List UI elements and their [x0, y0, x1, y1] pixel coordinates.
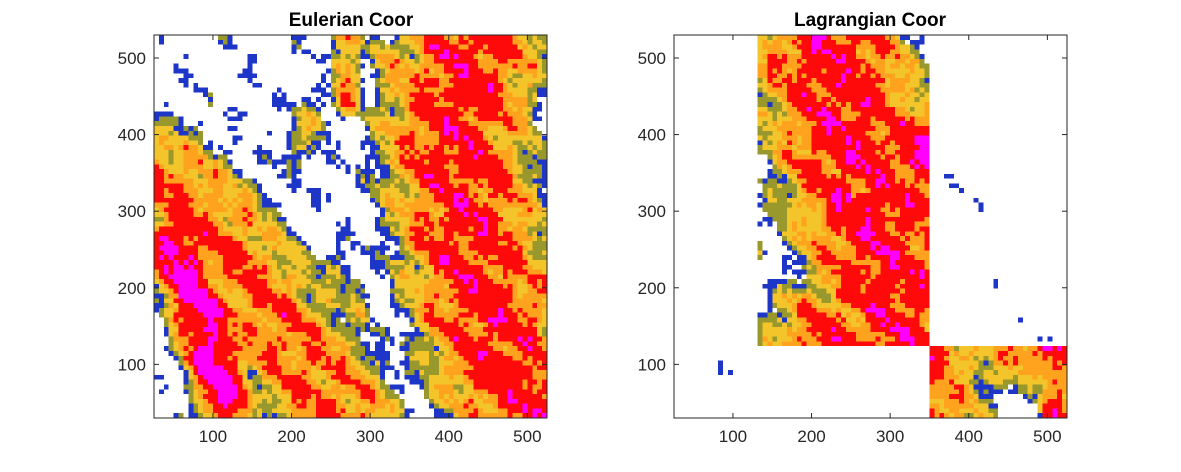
lagrangian-panel: Lagrangian Coor 100 200 300 400 500 100 200 30… — [638, 10, 1068, 446]
y-tick-label: 200 — [638, 279, 666, 298]
lagrangian-axes-box — [673, 34, 1068, 419]
y-tick-label: 100 — [118, 355, 146, 374]
x-tick-label: 200 — [277, 427, 305, 446]
eulerian-heatmap — [154, 35, 547, 418]
x-tick-label: 300 — [876, 427, 904, 446]
y-tick-label: 500 — [638, 49, 666, 68]
eulerian-y-ticks: 100 200 300 400 500 — [118, 49, 547, 374]
x-tick-label: 300 — [356, 427, 384, 446]
x-tick-label: 500 — [513, 427, 541, 446]
x-tick-label: 400 — [435, 427, 463, 446]
lagrangian-heatmap — [674, 35, 1067, 418]
eulerian-panel: Eulerian Coor 100 200 300 400 500 100 200 300 4… — [118, 10, 548, 446]
y-tick-label: 500 — [118, 49, 146, 68]
eulerian-title: Eulerian Coor — [289, 10, 414, 31]
lagrangian-x-ticks: 100 200 300 400 500 — [719, 35, 1062, 446]
y-tick-label: 300 — [638, 202, 666, 221]
x-tick-label: 500 — [1033, 427, 1061, 446]
y-tick-label: 400 — [118, 126, 146, 145]
x-tick-label: 100 — [719, 427, 747, 446]
y-tick-label: 100 — [638, 355, 666, 374]
x-tick-label: 100 — [199, 427, 227, 446]
x-tick-label: 200 — [797, 427, 825, 446]
lagrangian-title: Lagrangian Coor — [794, 10, 947, 31]
x-tick-label: 400 — [955, 427, 983, 446]
heatmap-raster — [154, 35, 547, 418]
eulerian-x-ticks: 100 200 300 400 500 — [199, 35, 542, 446]
y-tick-label: 300 — [118, 202, 146, 221]
eulerian-axes-box — [153, 34, 548, 419]
lagrangian-y-ticks: 100 200 300 400 500 — [638, 49, 1067, 374]
heatmap-raster — [674, 35, 1067, 418]
y-tick-label: 200 — [118, 279, 146, 298]
y-tick-label: 400 — [638, 126, 666, 145]
